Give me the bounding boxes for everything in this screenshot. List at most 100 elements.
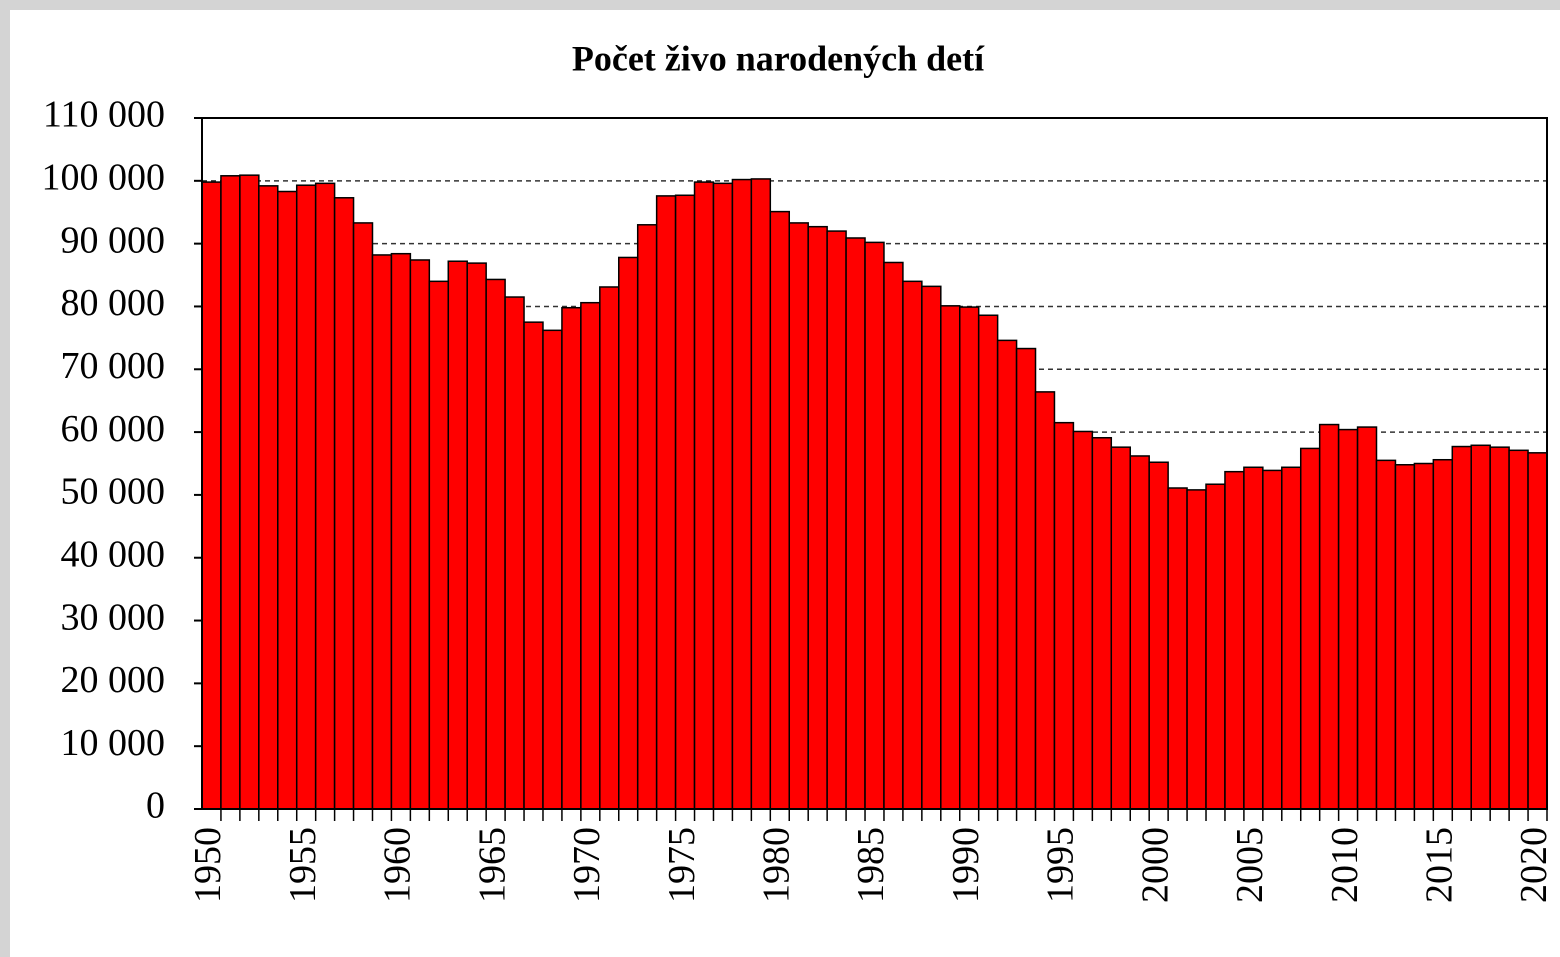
x-tick-label: 1970 (566, 827, 608, 903)
bar (1432, 458, 1454, 810)
bar (731, 178, 753, 810)
bar (485, 278, 506, 810)
bar (239, 174, 260, 810)
bar (845, 237, 866, 810)
bar (1129, 455, 1150, 810)
bar (1394, 464, 1416, 810)
bar (1243, 466, 1264, 810)
bar (1167, 487, 1188, 810)
y-tick-label: 80 000 (61, 282, 166, 324)
y-tick-label: 110 000 (43, 94, 165, 136)
bar (466, 262, 487, 810)
bar (1299, 447, 1321, 810)
bar (1508, 449, 1529, 810)
bar (258, 185, 279, 810)
bar (769, 210, 791, 810)
bar (1110, 446, 1131, 810)
bar (788, 222, 809, 810)
x-tick-label: 1995 (1040, 827, 1082, 903)
bar (958, 306, 980, 810)
bar (1527, 452, 1548, 810)
bar (314, 182, 336, 810)
bar (902, 280, 923, 810)
bar (1186, 489, 1207, 810)
bar (1224, 470, 1245, 810)
x-tick-label: 2015 (1419, 827, 1461, 903)
x-tick-label: 1990 (945, 827, 987, 903)
x-tick-label: 1955 (282, 827, 324, 903)
bar (618, 256, 639, 810)
bar (712, 182, 734, 810)
y-tick-label: 90 000 (61, 219, 166, 261)
bar (674, 194, 696, 810)
bar (352, 222, 374, 810)
bar (1262, 469, 1283, 810)
bar (1413, 462, 1435, 810)
bar (523, 321, 544, 810)
bar (1470, 444, 1491, 810)
bar (220, 175, 241, 810)
bar (277, 190, 298, 810)
bar (1318, 423, 1340, 810)
bar (655, 195, 677, 810)
bar (996, 339, 1018, 810)
x-tick-label: 1965 (471, 827, 513, 903)
bar (807, 225, 828, 810)
bar (447, 260, 468, 810)
bar (921, 285, 942, 810)
bar (409, 259, 431, 810)
bar (826, 230, 847, 810)
bar (428, 280, 450, 810)
y-tick-label: 0 (146, 785, 165, 827)
x-tick-label: 1975 (661, 827, 703, 903)
x-tick-label: 1950 (187, 827, 229, 903)
y-tick-label: 60 000 (61, 408, 166, 450)
bar (295, 184, 317, 810)
bar (599, 286, 620, 810)
bar (580, 301, 601, 810)
bar (1337, 428, 1359, 810)
bar (1015, 347, 1037, 810)
bar (561, 306, 582, 810)
bar (504, 296, 525, 810)
bar (750, 178, 772, 810)
bar (1053, 421, 1075, 810)
bar (977, 314, 999, 810)
x-tick-label: 2000 (1134, 827, 1176, 903)
bar (940, 305, 961, 810)
y-tick-label: 30 000 (61, 596, 166, 638)
bar (371, 254, 393, 810)
bar (390, 252, 412, 810)
x-tick-label: 1960 (377, 827, 419, 903)
bar (1356, 426, 1378, 810)
bar (333, 197, 355, 810)
chart-title: Počet živo narodených detí (572, 38, 985, 78)
bar (1034, 391, 1056, 810)
x-tick-label: 2010 (1324, 827, 1366, 903)
bar (1148, 461, 1169, 810)
bar (1451, 445, 1472, 810)
bar (636, 224, 658, 810)
x-tick-label: 1985 (850, 827, 892, 903)
y-tick-label: 10 000 (61, 722, 166, 764)
y-tick-label: 40 000 (61, 533, 166, 575)
bar (1205, 483, 1226, 810)
bar (1281, 466, 1302, 810)
bar (883, 261, 904, 810)
y-tick-label: 50 000 (61, 471, 166, 513)
x-tick-label: 2005 (1229, 827, 1271, 903)
bar (542, 329, 563, 810)
bar (864, 241, 885, 810)
bar (693, 181, 715, 810)
x-tick-label: 2020 (1513, 827, 1555, 903)
y-tick-label: 100 000 (42, 157, 166, 199)
y-tick-label: 20 000 (61, 659, 166, 701)
bar (1072, 430, 1094, 810)
bar (201, 181, 222, 810)
y-tick-label: 70 000 (61, 345, 166, 387)
bar (1489, 446, 1510, 810)
x-tick-label: 1980 (756, 827, 798, 903)
bar (1091, 436, 1113, 810)
